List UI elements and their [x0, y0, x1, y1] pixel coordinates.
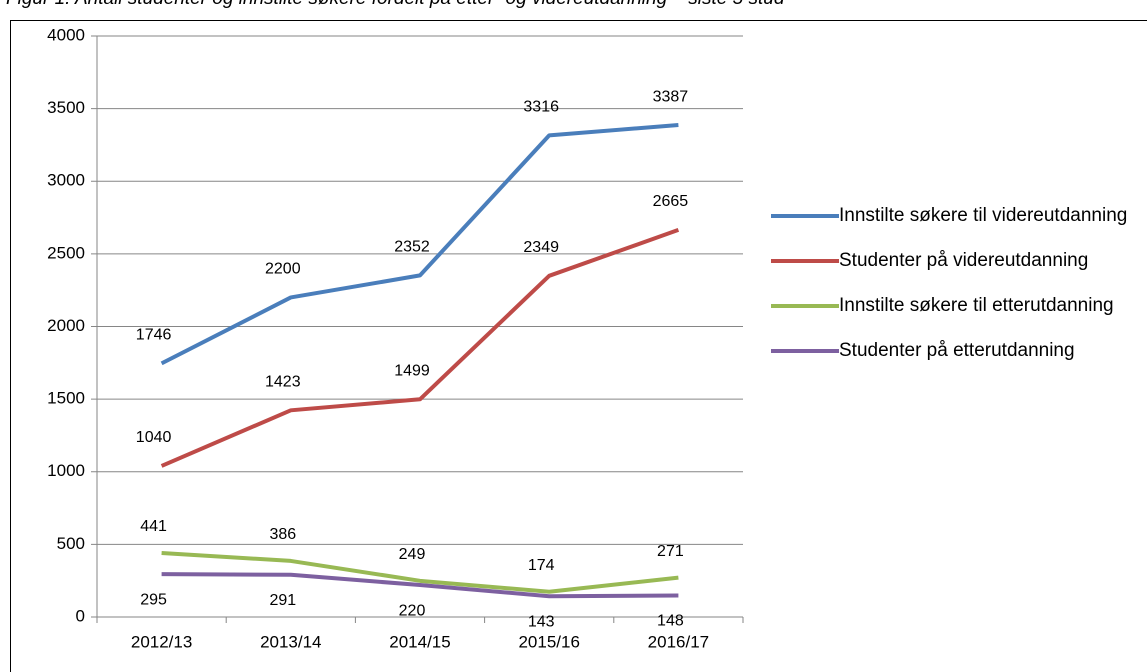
data-label: 2200	[265, 261, 301, 278]
y-tick-label: 3000	[47, 171, 85, 190]
data-label: 2349	[523, 239, 559, 256]
x-tick-label: 2014/15	[389, 632, 450, 651]
series-line	[161, 572, 679, 599]
legend-label: Innstilte søkere til videreutdanning	[839, 205, 1128, 226]
series-line	[160, 123, 679, 366]
y-tick-label: 2500	[47, 243, 85, 262]
legend-swatch	[771, 259, 839, 263]
legend-label: Innstilte søkere til etterutdanning	[839, 295, 1114, 316]
legend-label: Studenter på etterutdanning	[839, 340, 1075, 361]
legend-entry: Innstilte søkere til videreutdanning	[771, 202, 1141, 229]
data-label: 1423	[265, 374, 301, 391]
data-label: 249	[399, 546, 426, 563]
data-label: 1746	[136, 327, 172, 344]
x-tick-label: 2012/13	[131, 632, 192, 651]
data-label: 143	[528, 613, 555, 630]
x-tick-label: 2016/17	[648, 632, 709, 651]
data-label: 295	[140, 591, 167, 608]
x-tick-label: 2013/14	[260, 632, 321, 651]
legend: Innstilte søkere til videreutdanning Stud…	[771, 202, 1141, 382]
legend-entry: Innstilte søkere til etterutdanning	[771, 292, 1141, 319]
y-tick-label: 1500	[47, 389, 85, 408]
legend-label: Studenter på videreutdanning	[839, 250, 1089, 271]
legend-swatch	[771, 304, 839, 308]
chart-border	[10, 20, 1147, 672]
data-label: 3387	[653, 88, 689, 105]
data-label: 271	[657, 543, 684, 560]
legend-entry: Studenter på etterutdanning	[771, 337, 1141, 364]
series-line	[160, 228, 680, 468]
series-line	[161, 550, 679, 594]
legend-swatch	[771, 349, 839, 353]
data-label: 148	[657, 613, 684, 630]
data-label: 3316	[523, 99, 559, 116]
y-tick-label: 3500	[47, 98, 85, 117]
y-tick-label: 500	[57, 534, 85, 553]
data-label: 220	[399, 602, 426, 619]
data-label: 2352	[394, 239, 430, 256]
y-tick-label: 1000	[47, 461, 85, 480]
chart-title: Figur 1: Antall studenter og innstilte s…	[6, 0, 784, 10]
data-label: 2665	[653, 193, 689, 210]
legend-swatch	[771, 214, 839, 218]
data-label: 441	[140, 518, 167, 535]
data-label: 291	[269, 592, 296, 609]
data-label: 386	[269, 526, 296, 543]
y-tick-label: 0	[76, 606, 85, 625]
y-tick-label: 4000	[47, 25, 85, 44]
y-tick-label: 2000	[47, 316, 85, 335]
data-label: 1040	[136, 429, 172, 446]
data-label: 1499	[394, 362, 430, 379]
legend-entry: Studenter på videreutdanning	[771, 247, 1141, 274]
x-tick-label: 2015/16	[518, 632, 579, 651]
data-label: 174	[528, 557, 555, 574]
